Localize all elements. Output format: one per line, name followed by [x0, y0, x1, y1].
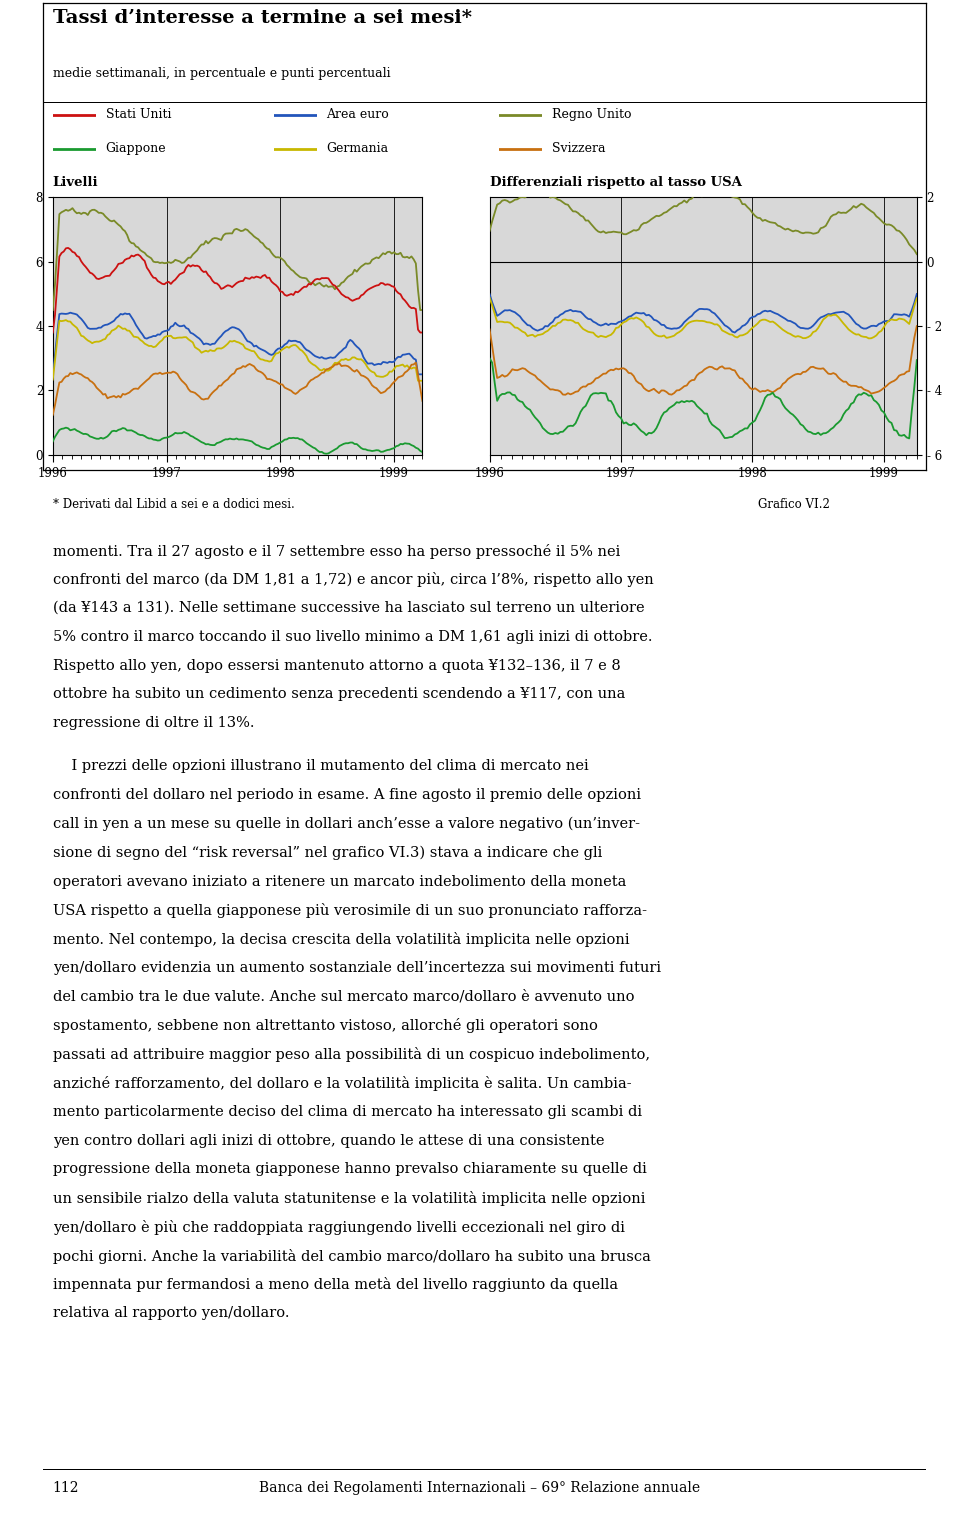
Text: operatori avevano iniziato a ritenere un marcato indebolimento della moneta: operatori avevano iniziato a ritenere un…	[53, 874, 626, 888]
Text: Livelli: Livelli	[53, 176, 99, 188]
Text: Rispetto allo yen, dopo essersi mantenuto attorno a quota ¥132–136, il 7 e 8: Rispetto allo yen, dopo essersi mantenut…	[53, 658, 620, 672]
Text: regressione di oltre il 13%.: regressione di oltre il 13%.	[53, 717, 254, 730]
Text: relativa al rapporto yen/dollaro.: relativa al rapporto yen/dollaro.	[53, 1306, 289, 1320]
Text: Regno Unito: Regno Unito	[552, 109, 632, 121]
Text: pochi giorni. Anche la variabilità del cambio marco/dollaro ha subito una brusca: pochi giorni. Anche la variabilità del c…	[53, 1249, 651, 1263]
Text: impennata pur fermandosi a meno della metà del livello raggiunto da quella: impennata pur fermandosi a meno della me…	[53, 1277, 618, 1292]
Text: yen/dollaro evidenzia un aumento sostanziale dell’incertezza sui movimenti futur: yen/dollaro evidenzia un aumento sostanz…	[53, 961, 660, 975]
Text: medie settimanali, in percentuale e punti percentuali: medie settimanali, in percentuale e punt…	[53, 67, 391, 80]
Text: passati ad attribuire maggior peso alla possibilità di un cospicuo indebolimento: passati ad attribuire maggior peso alla …	[53, 1047, 650, 1063]
Text: spostamento, sebbene non altrettanto vistoso, allorché gli operatori sono: spostamento, sebbene non altrettanto vis…	[53, 1018, 598, 1033]
Text: confronti del dollaro nel periodo in esame. A fine agosto il premio delle opzion: confronti del dollaro nel periodo in esa…	[53, 788, 641, 802]
Text: Banca dei Regolamenti Internazionali – 69° Relazione annuale: Banca dei Regolamenti Internazionali – 6…	[259, 1480, 701, 1496]
Text: * Derivati dal Libid a sei e a dodici mesi.: * Derivati dal Libid a sei e a dodici me…	[53, 498, 295, 510]
Text: un sensibile rialzo della valuta statunitense e la volatilità implicita nelle op: un sensibile rialzo della valuta statuni…	[53, 1191, 645, 1206]
Text: I prezzi delle opzioni illustrano il mutamento del clima di mercato nei: I prezzi delle opzioni illustrano il mut…	[53, 759, 588, 773]
Text: Stati Uniti: Stati Uniti	[106, 109, 171, 121]
Text: del cambio tra le due valute. Anche sul mercato marco/dollaro è avvenuto uno: del cambio tra le due valute. Anche sul …	[53, 989, 635, 1004]
Text: 112: 112	[53, 1480, 80, 1496]
Text: mento. Nel contempo, la decisa crescita della volatilità implicita nelle opzioni: mento. Nel contempo, la decisa crescita …	[53, 932, 630, 948]
Text: yen/dollaro è più che raddoppiata raggiungendo livelli eccezionali nel giro di: yen/dollaro è più che raddoppiata raggiu…	[53, 1220, 625, 1236]
Text: confronti del marco (da DM 1,81 a 1,72) e ancor più, circa l’8%, rispetto allo y: confronti del marco (da DM 1,81 a 1,72) …	[53, 573, 654, 588]
Text: Grafico VI.2: Grafico VI.2	[758, 498, 830, 510]
Text: mento particolarmente deciso del clima di mercato ha interessato gli scambi di: mento particolarmente deciso del clima d…	[53, 1105, 642, 1119]
Text: 5% contro il marco toccando il suo livello minimo a DM 1,61 agli inizi di ottobr: 5% contro il marco toccando il suo livel…	[53, 629, 652, 645]
Text: call in yen a un mese su quelle in dollari anch’esse a valore negativo (un’inver: call in yen a un mese su quelle in dolla…	[53, 818, 639, 831]
Text: sione di segno del “risk reversal” nel grafico VI.3) stava a indicare che gli: sione di segno del “risk reversal” nel g…	[53, 845, 602, 860]
Text: USA rispetto a quella giapponese più verosimile di un suo pronunciato rafforza-: USA rispetto a quella giapponese più ver…	[53, 903, 647, 919]
Text: yen contro dollari agli inizi di ottobre, quando le attese di una consistente: yen contro dollari agli inizi di ottobre…	[53, 1133, 604, 1148]
Text: Differenziali rispetto al tasso USA: Differenziali rispetto al tasso USA	[490, 176, 741, 188]
Text: Giappone: Giappone	[106, 142, 166, 155]
Text: Tassi d’interesse a termine a sei mesi*: Tassi d’interesse a termine a sei mesi*	[53, 9, 471, 28]
Text: (da ¥143 a 131). Nelle settimane successive ha lasciato sul terreno un ulteriore: (da ¥143 a 131). Nelle settimane success…	[53, 602, 644, 615]
Text: ottobre ha subito un cedimento senza precedenti scendendo a ¥117, con una: ottobre ha subito un cedimento senza pre…	[53, 687, 625, 701]
Text: Svizzera: Svizzera	[552, 142, 606, 155]
Text: progressione della moneta giapponese hanno prevalso chiaramente su quelle di: progressione della moneta giapponese han…	[53, 1162, 647, 1176]
Text: Germania: Germania	[326, 142, 389, 155]
Text: anziché rafforzamento, del dollaro e la volatilità implicita è salita. Un cambia: anziché rafforzamento, del dollaro e la …	[53, 1076, 632, 1092]
Text: Area euro: Area euro	[326, 109, 389, 121]
Text: momenti. Tra il 27 agosto e il 7 settembre esso ha perso pressoché il 5% nei: momenti. Tra il 27 agosto e il 7 settemb…	[53, 544, 620, 559]
